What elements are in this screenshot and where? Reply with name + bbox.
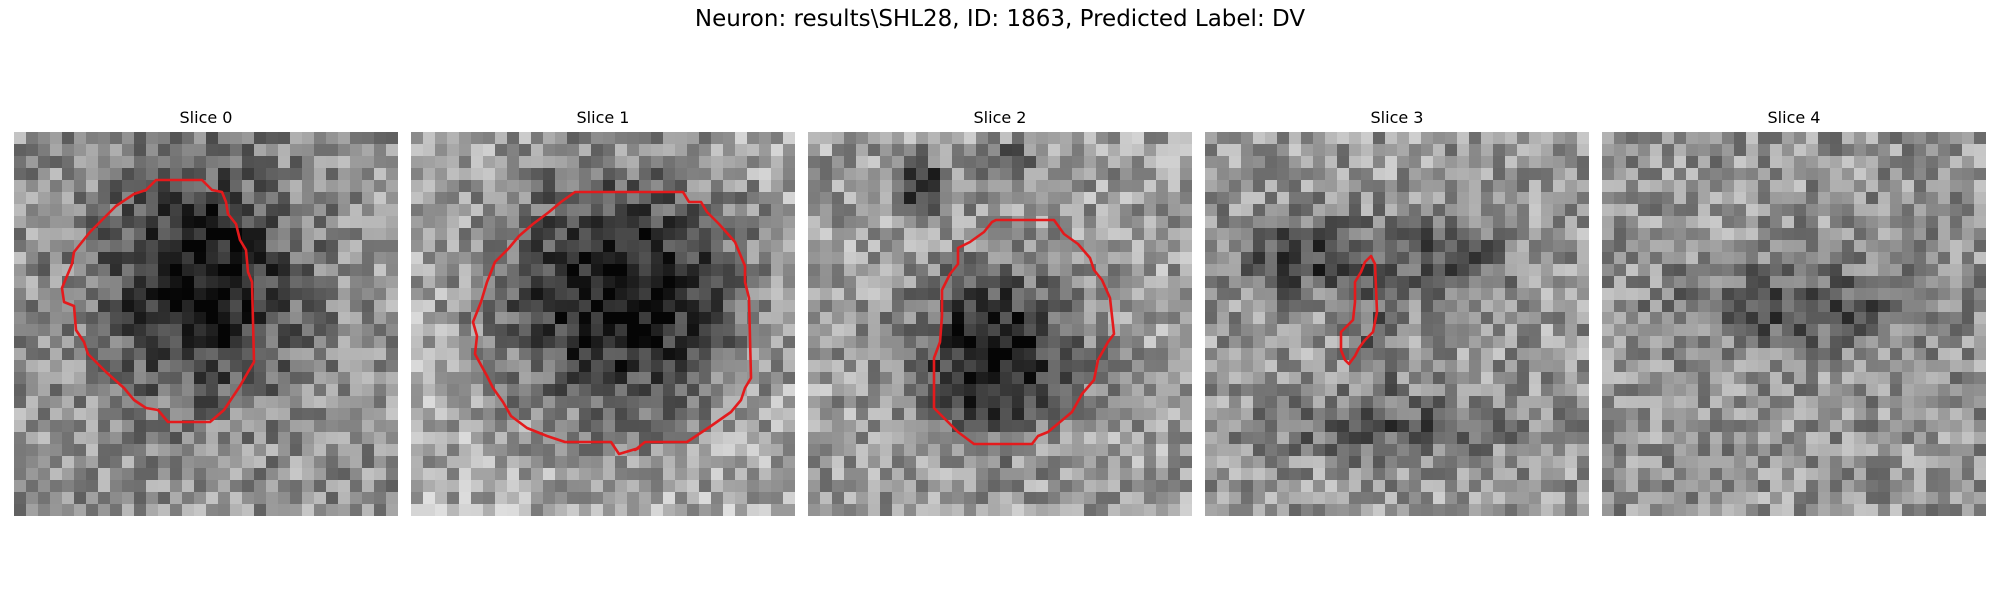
slice-panel-2: Slice 2 <box>808 108 1192 520</box>
roi-contour-2 <box>932 218 1116 446</box>
roi-contour-1 <box>471 190 753 456</box>
slice-title-1: Slice 1 <box>576 108 630 127</box>
slice-image-4 <box>1602 132 1986 516</box>
slice-image-1 <box>411 132 795 516</box>
slice-panel-1: Slice 1 <box>411 108 795 520</box>
slice-image-3 <box>1205 132 1589 516</box>
slice-title-2: Slice 2 <box>973 108 1027 127</box>
slice-panel-3: Slice 3 <box>1205 108 1589 520</box>
figure-title: Neuron: results\SHL28, ID: 1863, Predict… <box>694 6 1306 32</box>
roi-contour-3 <box>1339 254 1379 366</box>
roi-contour-0 <box>60 178 256 424</box>
slice-panel-4: Slice 4 <box>1602 108 1986 520</box>
slice-image-0 <box>14 132 398 516</box>
slice-title-3: Slice 3 <box>1370 108 1424 127</box>
slice-image-2 <box>808 132 1192 516</box>
slice-panel-0: Slice 0 <box>14 108 398 520</box>
slice-title-4: Slice 4 <box>1767 108 1821 127</box>
slice-title-0: Slice 0 <box>179 108 233 127</box>
